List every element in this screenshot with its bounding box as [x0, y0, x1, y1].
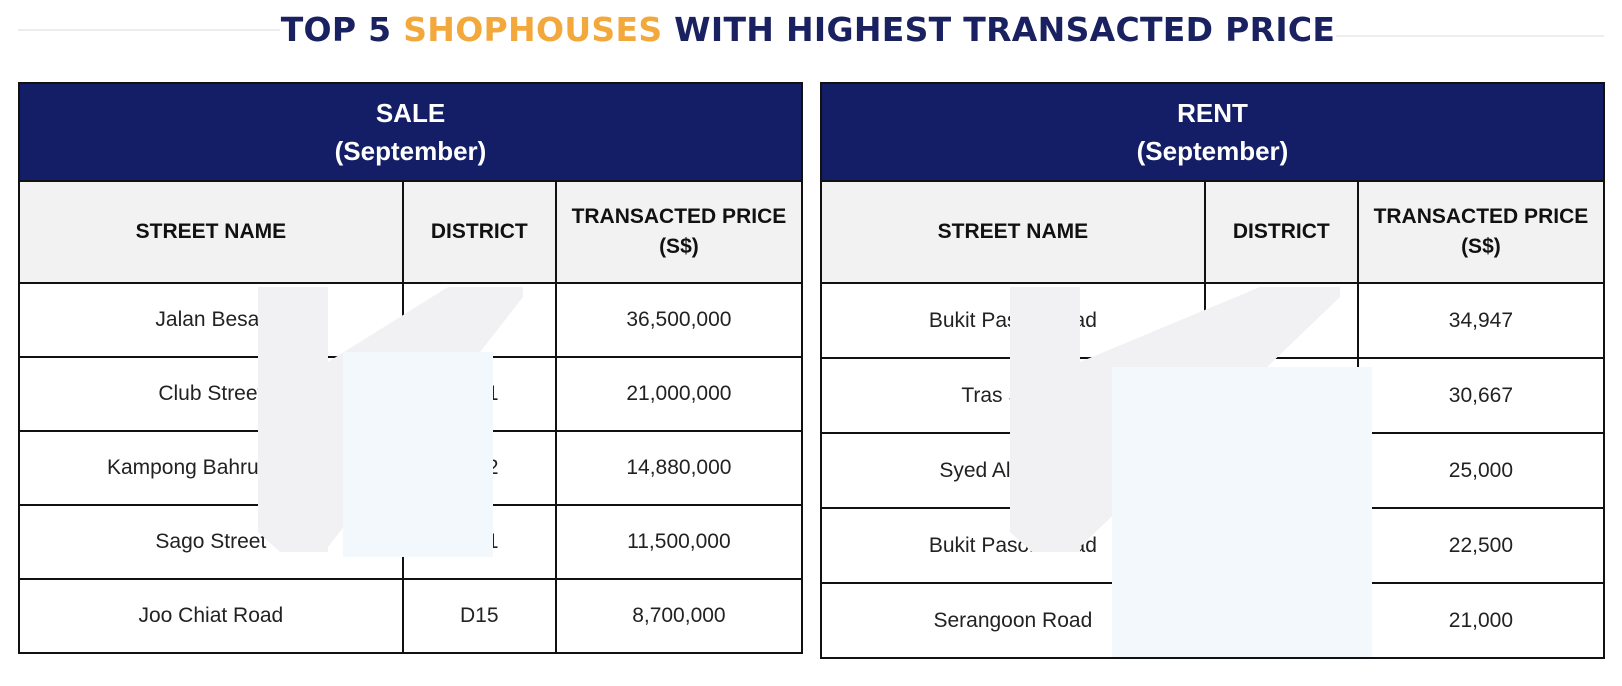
street-cell: Kampong Bahru Road [18, 430, 404, 506]
rent-heading: RENT [1177, 98, 1248, 128]
price-cell: 30,667 [1356, 357, 1606, 434]
rent-table: RENT (September) STREET NAME DISTRICT TR… [820, 82, 1606, 659]
district-cell: D02 [1203, 507, 1359, 584]
title-row: TOP 5 SHOPHOUSES WITH HIGHEST TRANSACTED… [0, 0, 1622, 66]
table-row: Tras Street D02 30,667 [820, 357, 1606, 434]
table-row: Sago Street D01 11,500,000 [18, 504, 804, 580]
street-cell: Jalan Besar [18, 282, 404, 358]
street-cell: Joo Chiat Road [18, 578, 404, 654]
rent-col-street-name: STREET NAME [820, 180, 1206, 284]
rent-col-district: DISTRICT [1203, 180, 1359, 284]
price-cell: 21,000,000 [554, 356, 804, 432]
sale-table: SALE (September) STREET NAME DISTRICT TR… [18, 82, 804, 654]
page-title: TOP 5 SHOPHOUSES WITH HIGHEST TRANSACTED… [280, 10, 1336, 49]
sale-table-heading: SALE (September) [18, 82, 803, 182]
district-cell: D15 [401, 578, 557, 654]
title-part-2: WITH HIGHEST TRANSACTED PRICE [662, 10, 1336, 49]
district-cell: D08 [1203, 432, 1359, 509]
rent-col-price-unit: (S$) [1461, 235, 1501, 258]
district-cell: D02 [401, 430, 557, 506]
price-cell: 21,000 [1356, 582, 1606, 659]
title-part-1: TOP 5 [280, 10, 404, 49]
sale-col-price: TRANSACTED PRICE (S$) [554, 180, 804, 284]
street-cell: Sago Street [18, 504, 404, 580]
street-cell: Bukit Pasoh Road [820, 507, 1206, 584]
table-row: Joo Chiat Road D15 8,700,000 [18, 578, 804, 654]
price-cell: 8,700,000 [554, 578, 804, 654]
street-cell: Syed Alwi Road [820, 432, 1206, 509]
district-cell: D08 [401, 282, 557, 358]
table-row: Bukit Pasoh Road D02 22,500 [820, 507, 1606, 584]
district-cell: D01 [401, 356, 557, 432]
title-divider-left [18, 29, 280, 31]
title-divider-right [1336, 35, 1604, 37]
sale-col-street-name: STREET NAME [18, 180, 404, 284]
sale-col-price-unit: (S$) [659, 235, 699, 258]
street-cell: Club Street [18, 356, 404, 432]
rent-table-heading: RENT (September) [820, 82, 1605, 182]
rent-col-price-label: TRANSACTED PRICE [1373, 205, 1589, 228]
price-cell: 22,500 [1356, 507, 1606, 584]
sale-table-wrap: SALE (September) STREET NAME DISTRICT TR… [18, 82, 804, 654]
district-cell: D01 [401, 504, 557, 580]
district-cell: D02 [1203, 282, 1359, 359]
price-cell: 11,500,000 [554, 504, 804, 580]
table-row: Kampong Bahru Road D02 14,880,000 [18, 430, 804, 506]
price-cell: 34,947 [1356, 282, 1606, 359]
street-cell: Tras Street [820, 357, 1206, 434]
sale-col-district: DISTRICT [401, 180, 557, 284]
table-row: Bukit Pasoh Road D02 34,947 [820, 282, 1606, 359]
sale-heading: SALE [375, 98, 446, 128]
title-accent: SHOPHOUSES [403, 10, 663, 49]
price-cell: 14,880,000 [554, 430, 804, 506]
table-row: Jalan Besar D08 36,500,000 [18, 282, 804, 358]
district-cell: D08 [1203, 582, 1359, 659]
price-cell: 25,000 [1356, 432, 1606, 509]
table-row: Club Street D01 21,000,000 [18, 356, 804, 432]
price-cell: 36,500,000 [554, 282, 804, 358]
table-row: Syed Alwi Road D08 25,000 [820, 432, 1606, 509]
sale-col-price-label: TRANSACTED PRICE [571, 205, 787, 228]
table-row: Serangoon Road D08 21,000 [820, 582, 1606, 659]
rent-month: (September) [1136, 136, 1289, 166]
sale-month: (September) [334, 136, 487, 166]
rent-col-price: TRANSACTED PRICE (S$) [1356, 180, 1606, 284]
street-cell: Bukit Pasoh Road [820, 282, 1206, 359]
rent-table-wrap: RENT (September) STREET NAME DISTRICT TR… [820, 82, 1606, 659]
district-cell: D02 [1203, 357, 1359, 434]
street-cell: Serangoon Road [820, 582, 1206, 659]
